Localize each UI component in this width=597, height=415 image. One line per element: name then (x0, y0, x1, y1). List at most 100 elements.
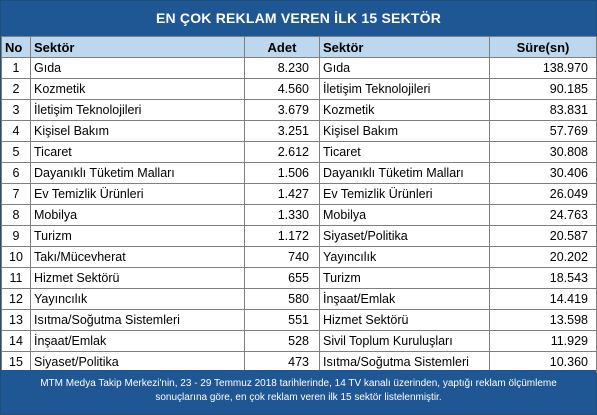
header-sektor-duration: Sektör (319, 36, 490, 58)
cell-sektor-count: Gıda (30, 57, 245, 79)
cell-sure: 20.587 (489, 225, 597, 247)
footer-note: MTM Medya Takip Merkezi'nin, 23 - 29 Tem… (1, 370, 596, 414)
cell-sektor-count: Hizmet Sektörü (30, 267, 245, 289)
cell-sektor-count: İletişim Teknolojileri (30, 99, 245, 121)
header-sure: Süre(sn) (489, 36, 597, 58)
cell-adet: 740 (244, 246, 320, 268)
table-row: 8 Mobilya 1.330 Mobilya 24.763 (1, 204, 597, 226)
cell-sektor-duration: Kozmetik (319, 99, 490, 121)
cell-sektor-duration: Gıda (319, 57, 490, 79)
cell-sure: 83.831 (489, 99, 597, 121)
cell-sektor-duration: Hizmet Sektörü (319, 309, 490, 331)
table-row: 3 İletişim Teknolojileri 3.679 Kozmetik 83.8… (1, 99, 597, 121)
cell-sektor-duration: Siyaset/Politika (319, 225, 490, 247)
cell-sure: 24.763 (489, 204, 597, 226)
footer-line-2: sonuçlarına göre, en çok reklam veren il… (155, 392, 442, 403)
table-row: 7 Ev Temizlik Ürünleri 1.427 Ev Temizlik Ür… (1, 183, 597, 205)
table-row: 2 Kozmetik 4.560 İletişim Teknolojileri 90.1… (1, 78, 597, 100)
cell-sure: 90.185 (489, 78, 597, 100)
cell-sure: 138.970 (489, 57, 597, 79)
cell-no: 13 (1, 309, 31, 331)
cell-sektor-count: Takı/Mücevherat (30, 246, 245, 268)
table-row: 4 Kişisel Bakım 3.251 Kişisel Bakım 57.769 (1, 120, 597, 142)
cell-sektor-duration: Yayıncılık (319, 246, 490, 268)
table-row: 14 İnşaat/Emlak 528 Sivil Toplum Kuruluşlar… (1, 330, 597, 352)
table-row: 12 Yayıncılık 580 İnşaat/Emlak 14.419 (1, 288, 597, 310)
cell-adet: 1.427 (244, 183, 320, 205)
cell-sure: 13.598 (489, 309, 597, 331)
cell-adet: 1.172 (244, 225, 320, 247)
table-row: 11 Hizmet Sektörü 655 Turizm 18.543 (1, 267, 597, 289)
table-row: 1 Gıda 8.230 Gıda 138.970 (1, 57, 597, 79)
cell-no: 11 (1, 267, 31, 289)
cell-sektor-count: Isıtma/Soğutma Sistemleri (30, 309, 245, 331)
cell-sure: 57.769 (489, 120, 597, 142)
cell-sektor-count: Kozmetik (30, 78, 245, 100)
cell-adet: 1.330 (244, 204, 320, 226)
cell-adet: 2.612 (244, 141, 320, 163)
sector-table: No Sektör Adet Sektör Süre(sn) 1 Gıda 8.23… (1, 36, 597, 373)
cell-sektor-count: Mobilya (30, 204, 245, 226)
table-row: 9 Turizm 1.172 Siyaset/Politika 20.587 (1, 225, 597, 247)
cell-sektor-count: Kişisel Bakım (30, 120, 245, 142)
header-adet: Adet (244, 36, 320, 58)
cell-adet: 580 (244, 288, 320, 310)
table-body: 1 Gıda 8.230 Gıda 138.970 2 Kozmetik 4.560 İlet… (1, 57, 597, 373)
cell-no: 6 (1, 162, 31, 184)
cell-sektor-count: İnşaat/Emlak (30, 330, 245, 352)
cell-adet: 655 (244, 267, 320, 289)
cell-adet: 4.560 (244, 78, 320, 100)
cell-sure: 11.929 (489, 330, 597, 352)
header-sektor-count: Sektör (30, 36, 245, 58)
table-row: 13 Isıtma/Soğutma Sistemleri 551 Hizmet Sek… (1, 309, 597, 331)
cell-adet: 1.506 (244, 162, 320, 184)
cell-no: 15 (1, 351, 31, 373)
cell-no: 3 (1, 99, 31, 121)
cell-no: 4 (1, 120, 31, 142)
cell-no: 7 (1, 183, 31, 205)
table-header-row: No Sektör Adet Sektör Süre(sn) (1, 36, 597, 58)
cell-no: 5 (1, 141, 31, 163)
cell-sektor-count: Dayanıklı Tüketim Malları (30, 162, 245, 184)
cell-sektor-count: Turizm (30, 225, 245, 247)
cell-sektor-count: Ticaret (30, 141, 245, 163)
cell-sektor-duration: Kişisel Bakım (319, 120, 490, 142)
cell-adet: 528 (244, 330, 320, 352)
cell-sure: 18.543 (489, 267, 597, 289)
page-title: EN ÇOK REKLAM VEREN İLK 15 SEKTÖR (1, 1, 596, 36)
cell-no: 10 (1, 246, 31, 268)
cell-adet: 8.230 (244, 57, 320, 79)
cell-adet: 3.679 (244, 99, 320, 121)
table-row: 10 Takı/Mücevherat 740 Yayıncılık 20.202 (1, 246, 597, 268)
cell-no: 8 (1, 204, 31, 226)
footer-line-1: MTM Medya Takip Merkezi'nin, 23 - 29 Tem… (40, 378, 557, 389)
cell-no: 9 (1, 225, 31, 247)
table-row: 15 Siyaset/Politika 473 Isıtma/Soğutma Sist… (1, 351, 597, 373)
cell-sure: 14.419 (489, 288, 597, 310)
cell-sektor-count: Yayıncılık (30, 288, 245, 310)
cell-sure: 20.202 (489, 246, 597, 268)
cell-no: 14 (1, 330, 31, 352)
cell-sure: 26.049 (489, 183, 597, 205)
table-row: 6 Dayanıklı Tüketim Malları 1.506 Dayanıklı… (1, 162, 597, 184)
table-row: 5 Ticaret 2.612 Ticaret 30.808 (1, 141, 597, 163)
cell-sure: 30.406 (489, 162, 597, 184)
cell-sure: 30.808 (489, 141, 597, 163)
cell-sektor-duration: Ticaret (319, 141, 490, 163)
cell-no: 1 (1, 57, 31, 79)
cell-adet: 3.251 (244, 120, 320, 142)
cell-sektor-duration: Sivil Toplum Kuruluşları (319, 330, 490, 352)
cell-adet: 551 (244, 309, 320, 331)
cell-sektor-duration: İnşaat/Emlak (319, 288, 490, 310)
cell-sektor-duration: Turizm (319, 267, 490, 289)
header-no: No (1, 36, 31, 58)
cell-sektor-duration: Mobilya (319, 204, 490, 226)
cell-no: 12 (1, 288, 31, 310)
cell-sure: 10.360 (489, 351, 597, 373)
cell-no: 2 (1, 78, 31, 100)
cell-sektor-count: Ev Temizlik Ürünleri (30, 183, 245, 205)
cell-sektor-duration: Dayanıklı Tüketim Malları (319, 162, 490, 184)
cell-sektor-duration: Ev Temizlik Ürünleri (319, 183, 490, 205)
cell-sektor-duration: İletişim Teknolojileri (319, 78, 490, 100)
